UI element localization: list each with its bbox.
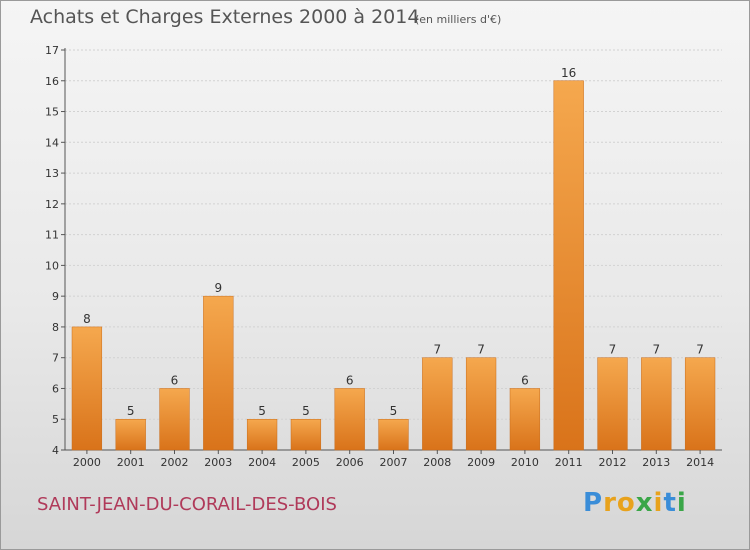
- y-tick-label: 15: [45, 106, 59, 119]
- bar-value-label: 6: [171, 373, 179, 387]
- bar: [641, 357, 672, 451]
- bar: [246, 418, 278, 451]
- x-tick-label: 2008: [423, 456, 451, 469]
- x-tick-label: 2009: [467, 456, 495, 469]
- bar-value-label: 9: [214, 281, 222, 295]
- bar-value-label: 7: [477, 343, 485, 357]
- y-tick-label: 8: [52, 321, 59, 334]
- x-tick-label: 2002: [161, 456, 189, 469]
- y-tick-label: 5: [52, 413, 59, 426]
- bar-value-label: 5: [258, 404, 266, 418]
- y-tick-label: 9: [52, 290, 59, 303]
- bar-value-label: 7: [609, 343, 617, 357]
- chart-title: Achats et Charges Externes 2000 à 2014: [30, 6, 420, 28]
- bar-value-label: 7: [652, 343, 660, 357]
- unit-label: (en milliers d'€): [415, 13, 502, 26]
- bar-value-label: 16: [561, 66, 576, 80]
- y-tick-label: 4: [52, 444, 59, 457]
- x-tick-label: 2004: [248, 456, 276, 469]
- x-tick-label: 2001: [117, 456, 145, 469]
- y-tick-label: 11: [45, 229, 59, 242]
- bar: [115, 418, 146, 451]
- x-tick-label: 2013: [642, 456, 670, 469]
- bar: [597, 357, 628, 451]
- y-tick-label: 13: [45, 167, 59, 180]
- bar: [290, 418, 322, 451]
- bar: [378, 418, 409, 451]
- bar-value-label: 6: [521, 373, 529, 387]
- bar-value-label: 5: [302, 404, 310, 418]
- bar: [159, 388, 190, 451]
- y-tick-label: 14: [45, 136, 59, 149]
- x-tick-label: 2006: [336, 456, 364, 469]
- y-tick-label: 17: [45, 44, 59, 57]
- bar-value-label: 5: [127, 404, 135, 418]
- proxiti-logo: Proxiti: [583, 488, 687, 518]
- bar-value-label: 8: [83, 312, 91, 326]
- y-tick-label: 12: [45, 198, 59, 211]
- bar: [71, 326, 103, 451]
- bar: [203, 295, 234, 451]
- x-tick-label: 2005: [292, 456, 320, 469]
- bar: [465, 357, 497, 451]
- bar: [509, 388, 541, 451]
- bar: [684, 357, 716, 451]
- y-tick-label: 6: [52, 382, 59, 395]
- x-tick-label: 2014: [686, 456, 714, 469]
- x-tick-label: 2012: [599, 456, 627, 469]
- bar: [334, 388, 365, 451]
- x-tick-label: 2010: [511, 456, 539, 469]
- x-tick-label: 2011: [555, 456, 583, 469]
- x-tick-label: 2007: [380, 456, 408, 469]
- y-tick-label: 16: [45, 75, 59, 88]
- bar-value-label: 6: [346, 373, 354, 387]
- bar-value-label: 5: [390, 404, 398, 418]
- bar: [553, 80, 584, 451]
- y-tick-label: 7: [52, 352, 59, 365]
- bar-value-label: 7: [433, 343, 441, 357]
- bar-value-label: 7: [696, 343, 704, 357]
- x-tick-label: 2000: [73, 456, 101, 469]
- commune-name: SAINT-JEAN-DU-CORAIL-DES-BOIS: [37, 494, 337, 515]
- bar: [422, 357, 453, 451]
- y-tick-label: 10: [45, 259, 59, 272]
- x-tick-label: 2003: [204, 456, 232, 469]
